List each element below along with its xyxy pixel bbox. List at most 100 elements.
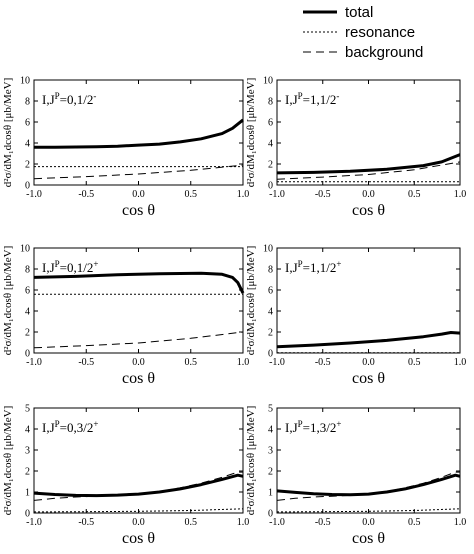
y-tick-label: 10 (263, 244, 273, 255)
y-axis-label: d²σ/dM₁dcosθ [μb/MeV] (2, 246, 14, 355)
panel-label-sup: P (298, 259, 303, 269)
panel-label-sup: + (336, 259, 341, 269)
x-tick-label: -1.0 (26, 517, 42, 528)
y-tick-label: 8 (25, 265, 30, 276)
panel-label-text: =0,3/2 (60, 420, 94, 435)
panel-6: -1.0 -0.5 0.0 0.5 1.0 0 1 2 3 4 5 cos θ d²σ/dM₁dcosθ… (245, 404, 466, 548)
y-tick-label: 0 (268, 509, 273, 520)
panel-label-sup: P (55, 259, 60, 269)
x-tick-label: 1.0 (237, 189, 250, 200)
panel-label-text: I,J (285, 420, 298, 435)
panel-label: I,JP=0,3/2+ (42, 419, 98, 435)
panel-3: -1.0 -0.5 0.0 0.5 1.0 0 2 4 6 8 10 cos θ d²σ/dM₁dcos… (2, 244, 249, 388)
y-tick-label: 2 (268, 160, 273, 171)
x-tick-label: 0.0 (362, 357, 375, 368)
y-axis-label: d²σ/dM₁dcosθ [μb/MeV] (2, 78, 14, 187)
legend-label-background: background (345, 44, 423, 61)
y-tick-label: 4 (268, 307, 273, 318)
y-tick-label: 10 (20, 244, 30, 255)
x-tick-label: 1.0 (454, 189, 467, 200)
x-tick-label: 0.0 (362, 517, 375, 528)
series-total (276, 331, 461, 349)
y-tick-label: 3 (25, 446, 30, 457)
y-axis-label: d²σ/dM₁dcosθ [μb/MeV] (245, 406, 257, 515)
x-tick-label: -1.0 (269, 357, 285, 368)
panel-label-sup: - (336, 91, 339, 101)
y-tick-label: 10 (263, 76, 273, 87)
y-tick-label: 8 (25, 97, 30, 108)
x-tick-label: -0.5 (78, 517, 94, 528)
series-background (276, 161, 461, 180)
y-tick-label: 2 (25, 328, 30, 339)
series-total (33, 473, 244, 498)
x-axis-label: cos θ (122, 202, 155, 219)
panel-label-sup: P (298, 419, 303, 429)
x-tick-label: -0.5 (315, 189, 331, 200)
panel-1: -1.0 -0.5 0.0 0.5 1.0 0 2 4 6 8 10 cos θ d²σ/dM₁dcos… (2, 76, 249, 220)
panel-label-text: I,J (285, 92, 298, 107)
panel-label-text: I,J (285, 260, 298, 275)
x-tick-label: -1.0 (26, 189, 42, 200)
y-axis-label: d²σ/dM₁dcosθ [μb/MeV] (245, 78, 257, 187)
x-tick-label: -0.5 (78, 189, 94, 200)
y-tick-label: 4 (25, 425, 30, 436)
y-tick-label: 0 (25, 509, 30, 520)
panel-label: I,JP=1,1/2+ (285, 259, 341, 275)
panel-label-text: I,J (42, 92, 55, 107)
x-tick-label: 0.0 (362, 189, 375, 200)
series-background (33, 331, 244, 349)
y-axis-label: d²σ/dM₁dcosθ [μb/MeV] (2, 406, 14, 515)
x-tick-label: -0.5 (78, 357, 94, 368)
series-total (34, 118, 244, 149)
y-tick-label: 5 (25, 404, 30, 415)
y-tick-label: 0 (25, 349, 30, 360)
panel-label-text: =0,1/2 (60, 260, 94, 275)
panel-label-sup: P (55, 91, 60, 101)
series-resonance (276, 508, 461, 513)
series-resonance (33, 508, 244, 513)
y-tick-label: 0 (268, 181, 273, 192)
x-tick-label: -0.5 (315, 357, 331, 368)
x-tick-label: -1.0 (269, 517, 285, 528)
x-tick-label: -1.0 (26, 357, 42, 368)
x-tick-label: 0.5 (185, 189, 198, 200)
x-tick-label: 0.0 (132, 357, 145, 368)
y-tick-label: 2 (268, 467, 273, 478)
x-tick-label: -0.5 (315, 517, 331, 528)
x-tick-label: 0.5 (185, 357, 198, 368)
panel-label-text: I,J (42, 260, 55, 275)
x-tick-label: 1.0 (237, 517, 250, 528)
series-total (276, 153, 461, 175)
panel-label-text: =1,1/2 (303, 260, 337, 275)
y-tick-label: 0 (25, 181, 30, 192)
panel-label: I,JP=1,3/2+ (285, 419, 341, 435)
legend: total resonance background (303, 4, 423, 61)
y-tick-label: 4 (268, 139, 273, 150)
panel-2: -1.0 -0.5 0.0 0.5 1.0 0 2 4 6 8 10 cos θ d²σ/dM₁dcos… (245, 76, 466, 220)
panel-4: -1.0 -0.5 0.0 0.5 1.0 0 2 4 6 8 10 cos θ d²σ/dM₁dcos… (245, 244, 466, 388)
y-tick-label: 8 (268, 265, 273, 276)
x-tick-label: 0.0 (132, 517, 145, 528)
x-tick-label: 1.0 (454, 517, 467, 528)
x-tick-label: 0.5 (408, 517, 421, 528)
y-tick-label: 2 (25, 467, 30, 478)
panel-label-text: =1,3/2 (303, 420, 337, 435)
panel-5: -1.0 -0.5 0.0 0.5 1.0 0 1 2 3 4 5 cos θ d²σ/dM₁dcosθ… (2, 404, 249, 548)
x-tick-label: 0.5 (408, 189, 421, 200)
panel-label-sup: + (336, 419, 341, 429)
panel-label-text: I,J (42, 420, 55, 435)
legend-label-total: total (345, 4, 373, 21)
y-tick-label: 0 (268, 349, 273, 360)
series-background (276, 332, 461, 348)
panel-label-sup: + (93, 259, 98, 269)
panel-label-sup: + (93, 419, 98, 429)
y-tick-label: 1 (268, 488, 273, 499)
y-tick-label: 1 (25, 488, 30, 499)
y-tick-label: 8 (268, 97, 273, 108)
y-tick-label: 2 (25, 160, 30, 171)
panel-label-text: =1,1/2 (303, 92, 337, 107)
y-axis-label: d²σ/dM₁dcosθ [μb/MeV] (245, 246, 257, 355)
series-total (33, 271, 245, 294)
